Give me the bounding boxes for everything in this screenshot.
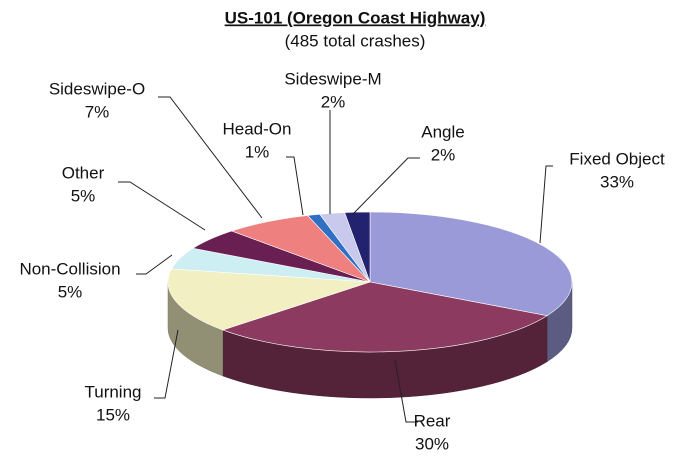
slice-value-label: 33% — [600, 172, 634, 191]
slice-label: Rear — [414, 411, 451, 430]
slice — [369, 211, 573, 317]
slice — [221, 281, 548, 353]
leader-line — [394, 359, 418, 423]
leader-line — [158, 96, 263, 219]
slice-value-label: 1% — [245, 142, 270, 161]
leader-line — [539, 165, 553, 244]
slice-value-label: 7% — [85, 102, 110, 121]
slice-label: Head-On — [223, 119, 292, 138]
chart-subtitle: (485 total crashes) — [285, 31, 426, 50]
leader-line — [351, 157, 420, 216]
slice — [167, 268, 371, 331]
slice-value-label: 5% — [58, 282, 83, 301]
slice-label: Sideswipe-O — [49, 79, 145, 98]
slice-value-label: 15% — [96, 405, 130, 424]
leader-line — [286, 156, 304, 216]
slice — [344, 211, 371, 283]
slice-value-label: 2% — [321, 92, 346, 111]
slice-value-label: 5% — [71, 186, 96, 205]
slice-value-label: 30% — [415, 434, 449, 453]
slice-label: Non-Collision — [19, 259, 120, 278]
slice-label: Angle — [421, 122, 464, 141]
chart-title: US-101 (Oregon Coast Highway) — [225, 8, 486, 27]
leader-line — [154, 329, 179, 399]
slice-label: Other — [62, 163, 105, 182]
slice-label: Fixed Object — [569, 149, 665, 168]
slice-label: Sideswipe-M — [284, 69, 381, 88]
slice-label: Turning — [84, 382, 141, 401]
leader-line — [118, 181, 206, 231]
slice-value-label: 2% — [431, 145, 456, 164]
leader-line — [136, 254, 173, 275]
